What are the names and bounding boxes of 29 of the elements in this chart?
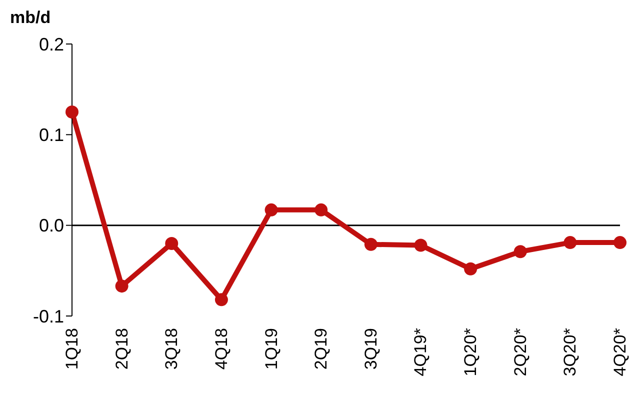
y-tick-label: 0.0	[38, 216, 64, 236]
point	[364, 238, 378, 251]
x-tick-label: 3Q18	[162, 328, 182, 370]
point	[314, 203, 328, 216]
point	[115, 280, 128, 293]
y-tick-label: 0.1	[38, 125, 64, 146]
x-tick-label: 3Q20*	[560, 328, 580, 376]
y-axis-title: mb/d	[10, 8, 51, 28]
x-tick-label: 4Q19*	[411, 328, 430, 376]
point	[614, 236, 626, 250]
y-tick-label: 0.2	[38, 34, 64, 54]
x-tick-label: 1Q19	[262, 328, 281, 370]
point	[264, 203, 278, 216]
x-tick-label: 3Q19	[361, 328, 380, 370]
point	[165, 236, 178, 250]
x-tick-label: 4Q20*	[610, 328, 630, 376]
point	[564, 236, 577, 250]
point	[514, 245, 527, 258]
x-tick-label: 1Q20*	[461, 328, 480, 376]
point	[464, 262, 478, 276]
x-tick-label: 4Q18	[212, 328, 231, 370]
x-tick-label: 2Q19	[312, 328, 331, 370]
point	[66, 106, 78, 118]
y-tick-label: -0.1	[32, 306, 64, 326]
x-tick-label: 1Q18	[62, 328, 82, 370]
point	[214, 293, 228, 306]
x-tick-label: 2Q18	[112, 328, 132, 370]
x-tick-label: 2Q20*	[510, 328, 530, 376]
point	[414, 238, 428, 252]
